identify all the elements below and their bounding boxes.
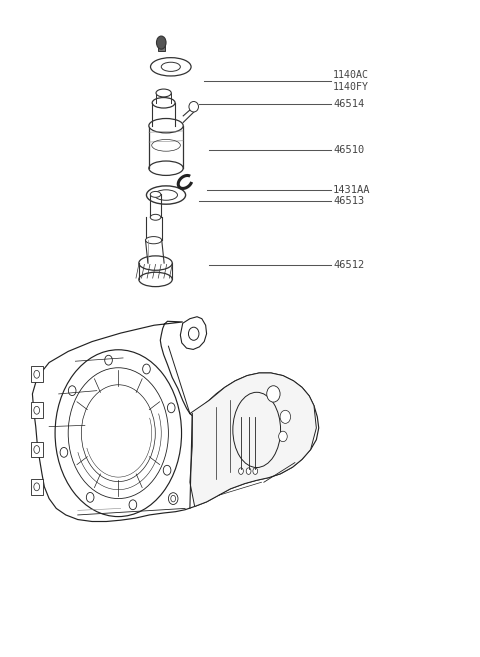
Ellipse shape xyxy=(168,493,178,505)
Ellipse shape xyxy=(34,445,39,453)
Polygon shape xyxy=(31,367,43,382)
Ellipse shape xyxy=(129,500,137,510)
Text: 1431AA: 1431AA xyxy=(333,185,371,195)
Ellipse shape xyxy=(156,89,171,97)
Ellipse shape xyxy=(60,447,68,457)
Ellipse shape xyxy=(105,355,112,365)
Ellipse shape xyxy=(34,406,39,414)
Circle shape xyxy=(156,36,166,49)
Ellipse shape xyxy=(86,493,94,502)
Polygon shape xyxy=(33,321,319,522)
Polygon shape xyxy=(190,373,316,507)
Ellipse shape xyxy=(267,386,280,402)
Ellipse shape xyxy=(163,465,171,475)
Ellipse shape xyxy=(34,483,39,491)
Polygon shape xyxy=(31,442,43,457)
Ellipse shape xyxy=(246,468,251,474)
Ellipse shape xyxy=(280,410,290,423)
Ellipse shape xyxy=(68,386,76,396)
Ellipse shape xyxy=(279,431,287,442)
Ellipse shape xyxy=(152,97,175,108)
Ellipse shape xyxy=(189,101,199,112)
Text: 46512: 46512 xyxy=(333,260,364,270)
Ellipse shape xyxy=(155,190,178,200)
Ellipse shape xyxy=(34,371,39,378)
Ellipse shape xyxy=(253,468,258,474)
Text: 46514: 46514 xyxy=(333,99,364,109)
Ellipse shape xyxy=(151,58,191,76)
Ellipse shape xyxy=(161,62,180,72)
Ellipse shape xyxy=(149,118,183,133)
Ellipse shape xyxy=(139,272,172,286)
Ellipse shape xyxy=(171,495,176,502)
Ellipse shape xyxy=(145,237,162,244)
Ellipse shape xyxy=(149,161,183,175)
Polygon shape xyxy=(31,403,43,418)
Text: 46513: 46513 xyxy=(333,196,364,206)
Polygon shape xyxy=(31,479,43,495)
Ellipse shape xyxy=(143,364,150,374)
Ellipse shape xyxy=(239,468,243,474)
Ellipse shape xyxy=(150,191,161,197)
Ellipse shape xyxy=(139,256,172,270)
Ellipse shape xyxy=(146,186,186,204)
Ellipse shape xyxy=(189,327,199,340)
FancyBboxPatch shape xyxy=(158,42,165,51)
Text: 46510: 46510 xyxy=(333,145,364,155)
Text: 1140AC
1140FY: 1140AC 1140FY xyxy=(333,70,369,92)
Ellipse shape xyxy=(150,214,161,220)
Ellipse shape xyxy=(168,403,175,413)
Polygon shape xyxy=(180,317,206,350)
